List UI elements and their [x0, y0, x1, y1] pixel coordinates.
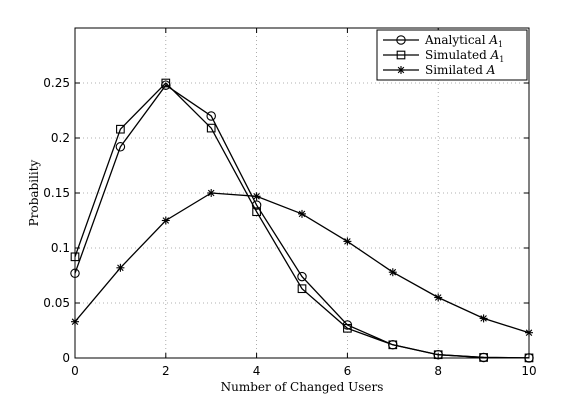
legend-marker [397, 66, 405, 74]
data-point [206, 123, 216, 133]
data-point [71, 317, 79, 326]
data-point [297, 271, 307, 282]
y-tick-label: 0.25 [43, 76, 70, 90]
axis-ticks: 0 2 4 6 8 10 0 0.05 0.1 0.15 0.2 0.25 [43, 28, 537, 378]
data-point [297, 284, 307, 294]
asterisk-stroke [434, 294, 442, 301]
series-line [74, 82, 530, 359]
x-tick-label: 4 [253, 364, 261, 378]
data-point [524, 353, 534, 363]
legend-marker [396, 35, 406, 45]
asterisk-stroke [253, 193, 260, 200]
y-axis-title: Probability [27, 159, 41, 226]
y-tick-label: 0.1 [51, 241, 70, 255]
data-point [116, 263, 125, 272]
series-group [70, 78, 534, 363]
data-point [434, 293, 443, 302]
data-point [70, 268, 80, 279]
legend-symbol: A [490, 48, 500, 62]
data-point [161, 216, 170, 225]
asterisk-stroke [298, 210, 306, 218]
data-point [388, 340, 398, 350]
legend-marker [396, 50, 406, 60]
asterisk-stroke [207, 189, 215, 197]
data-point [525, 328, 533, 337]
x-tick-label: 8 [434, 364, 442, 378]
legend-label: Similated A [425, 63, 496, 77]
legend-entry-2: Simulated A1 [383, 48, 504, 64]
data-point [479, 314, 488, 323]
data-point [206, 111, 216, 121]
data-point [70, 252, 80, 262]
y-tick-label: 0 [62, 351, 70, 365]
x-tick-label: 2 [162, 364, 170, 378]
legend-label: Simulated A1 [425, 48, 504, 64]
asterisk-stroke [344, 238, 351, 245]
asterisk-stroke [480, 315, 487, 322]
x-tick-label: 6 [344, 364, 352, 378]
x-tick-label: 0 [71, 364, 79, 378]
y-tick-label: 0.15 [43, 186, 70, 200]
data-point [252, 192, 261, 201]
legend-label: Analytical A1 [424, 33, 503, 49]
data-point [115, 142, 126, 152]
data-point [298, 209, 306, 218]
x-tick-label: 10 [521, 364, 536, 378]
asterisk-stroke [117, 264, 124, 272]
legend-entry-1: Analytical A1 [383, 33, 503, 49]
legend-symbol: A [488, 33, 498, 47]
data-point [343, 323, 352, 333]
series-2 [70, 78, 534, 363]
asterisk-stroke [162, 217, 170, 224]
data-point [479, 353, 488, 362]
data-point [161, 78, 171, 88]
data-point [388, 268, 397, 277]
legend-symbol: A [486, 63, 496, 77]
asterisk-stroke [389, 268, 397, 276]
x-axis-title: Number of Changed Users [221, 380, 384, 394]
legend-entry-3: Similated A [383, 63, 496, 77]
data-point [207, 189, 216, 197]
asterisk-stroke [71, 318, 79, 325]
asterisk-stroke [397, 66, 405, 74]
y-tick-label: 0.2 [51, 131, 70, 145]
legend-subscript: 1 [498, 40, 503, 49]
data-point [116, 124, 125, 134]
data-point [343, 237, 352, 246]
y-tick-label: 0.05 [43, 296, 70, 310]
legend-subscript: 1 [499, 55, 504, 64]
data-point [433, 350, 443, 360]
asterisk-stroke [525, 329, 533, 336]
data-point [252, 207, 261, 217]
series-3 [71, 189, 533, 337]
